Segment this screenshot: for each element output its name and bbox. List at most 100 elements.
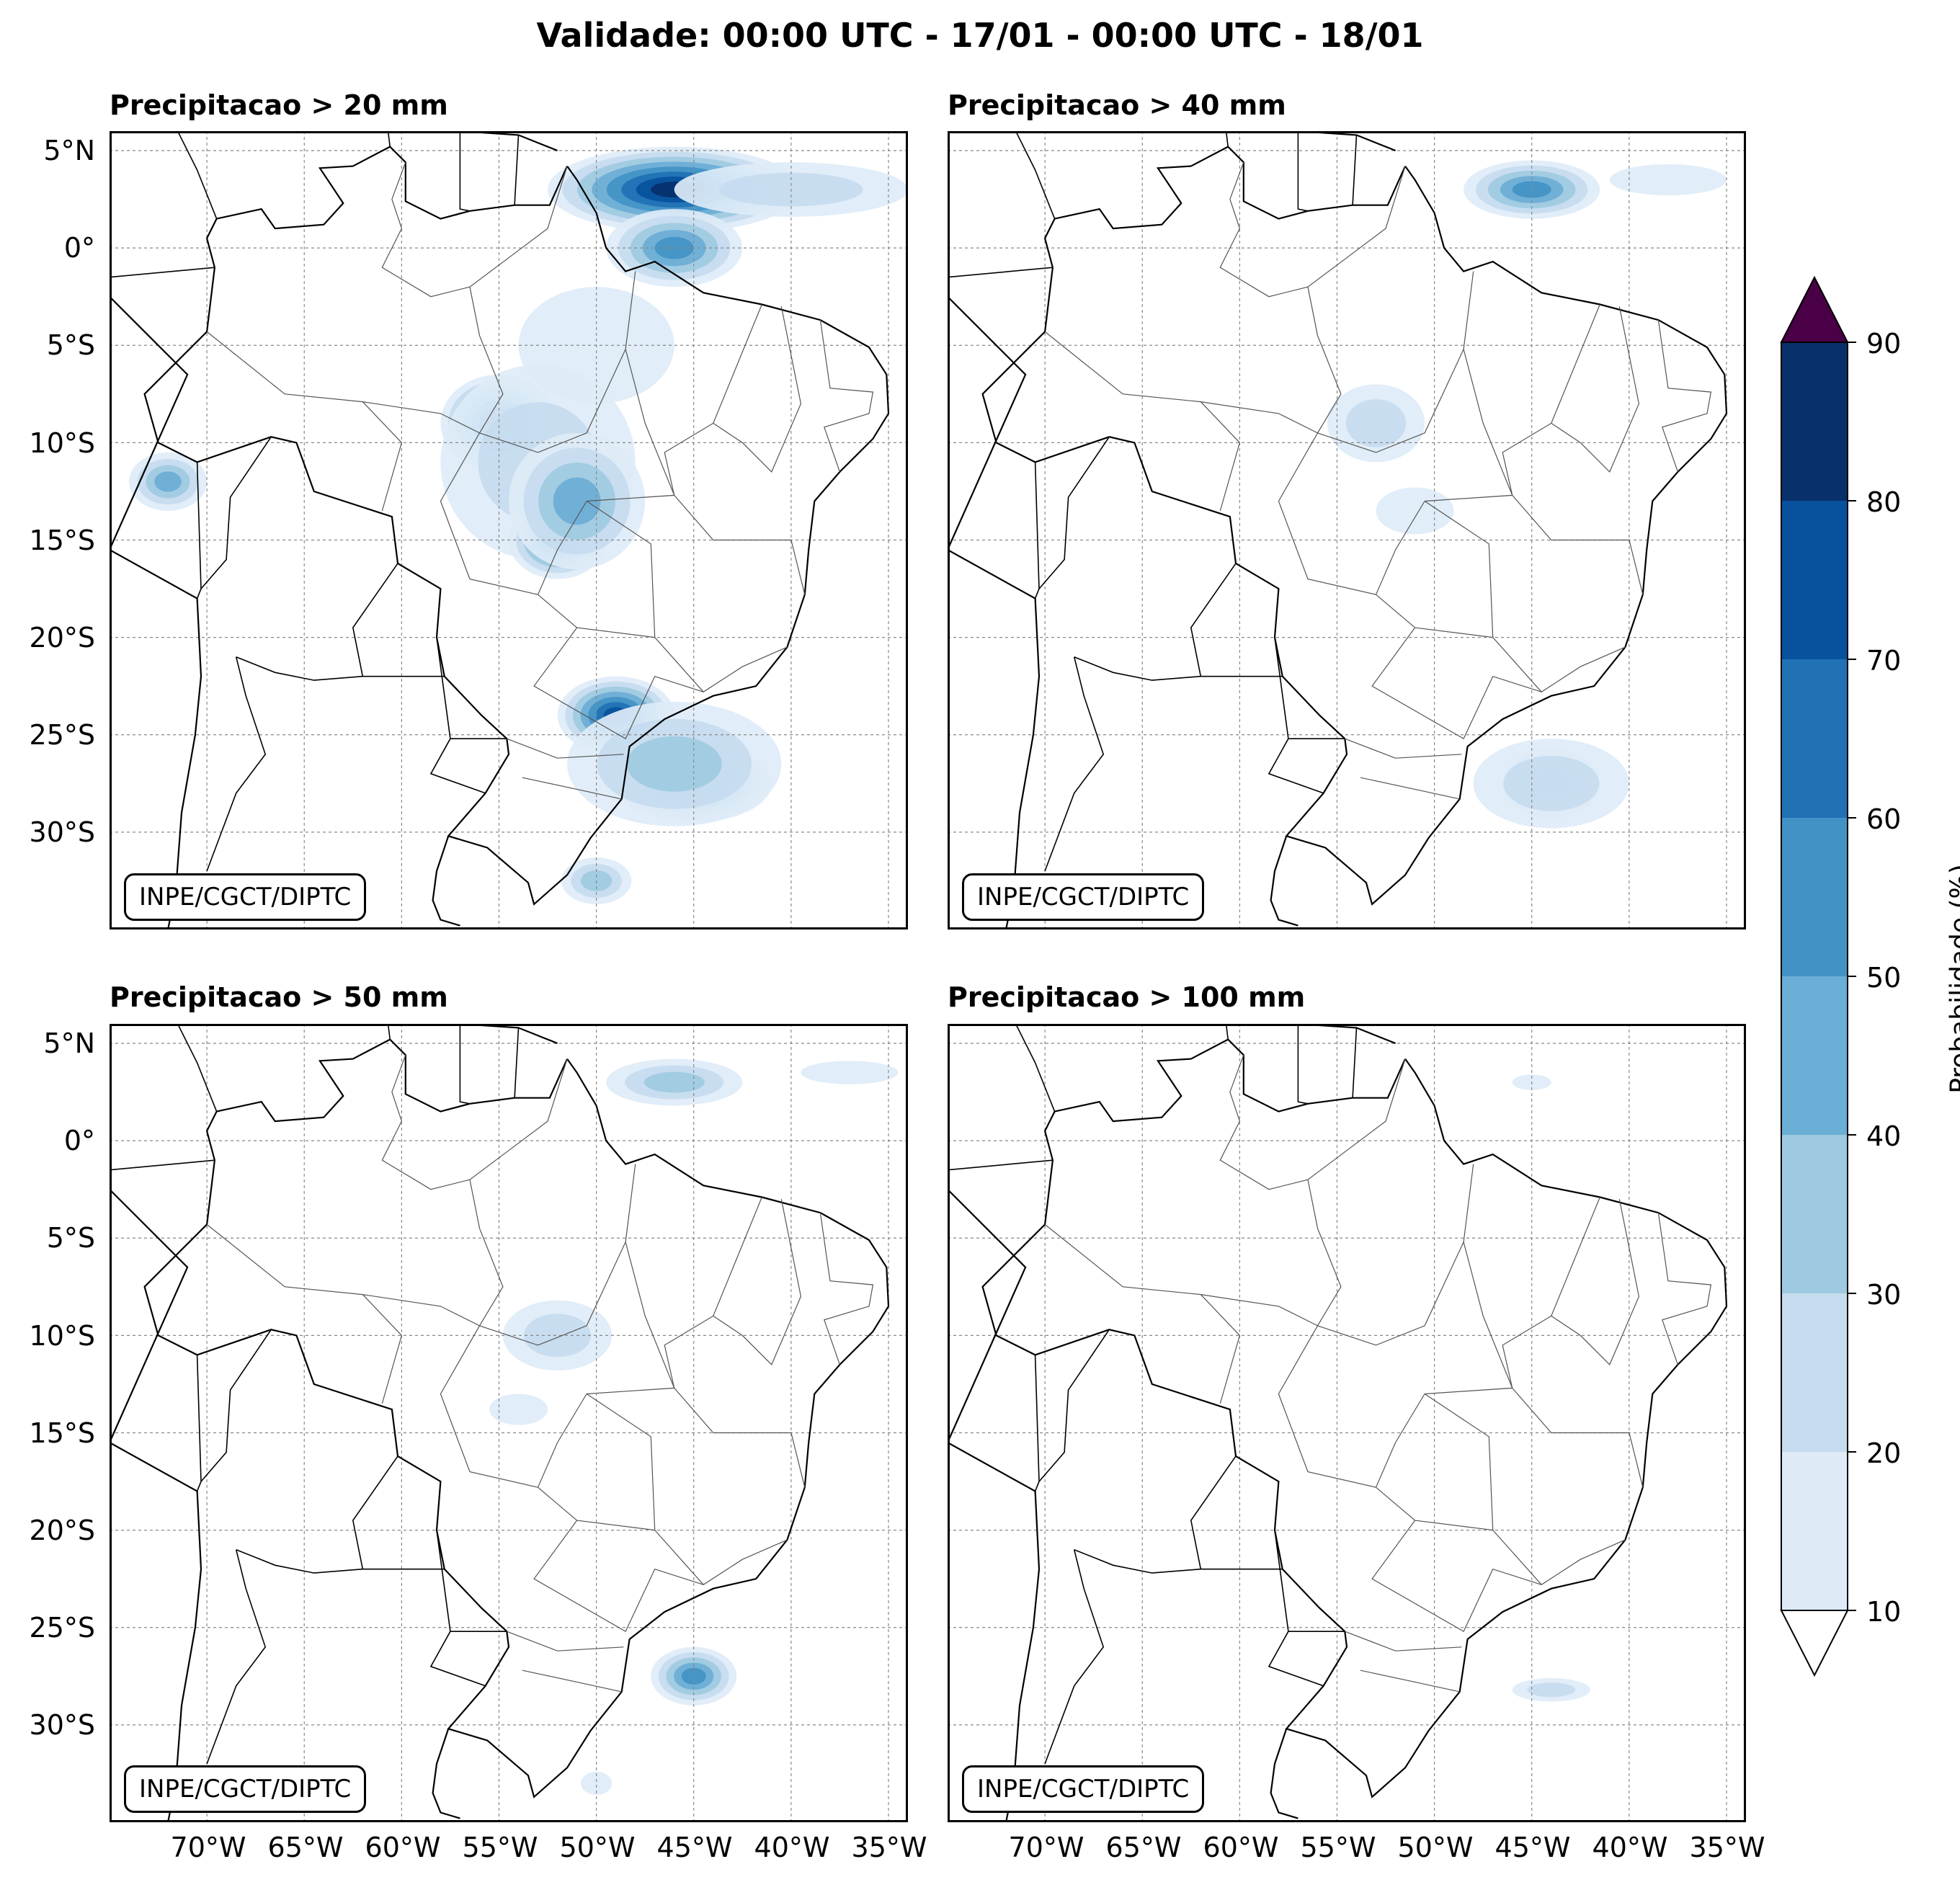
state-border bbox=[1512, 1388, 1644, 1488]
country-border bbox=[177, 1024, 218, 1112]
country-border bbox=[110, 1159, 215, 1171]
country-border bbox=[236, 656, 363, 681]
map-panel-100mm bbox=[948, 1024, 1746, 1822]
caribbean-coastline bbox=[1095, 131, 1396, 152]
lat-tick: 0° bbox=[63, 232, 95, 264]
country-border bbox=[459, 131, 471, 212]
state-border bbox=[479, 1164, 636, 1346]
brazil-border bbox=[981, 1038, 1728, 1798]
state-border bbox=[1512, 495, 1644, 595]
state-border bbox=[654, 1530, 788, 1586]
state-border bbox=[1425, 1241, 1513, 1395]
state-border bbox=[1219, 1054, 1406, 1190]
state-border bbox=[381, 161, 568, 298]
colorbar-segment bbox=[1781, 342, 1848, 501]
lon-tick: 45°W bbox=[1494, 1832, 1571, 1863]
state-border bbox=[507, 1631, 624, 1651]
state-border bbox=[1371, 1520, 1542, 1633]
credit-box: INPE/CGCT/DIPTC bbox=[962, 1765, 1205, 1813]
probability-contour bbox=[489, 1394, 548, 1425]
state-border bbox=[362, 401, 403, 512]
country-border bbox=[429, 1631, 486, 1687]
map-frame bbox=[110, 131, 908, 929]
state-border bbox=[664, 1197, 762, 1388]
lon-tick: 55°W bbox=[462, 1832, 538, 1863]
lat-tick: 5°N bbox=[43, 135, 95, 166]
state-border bbox=[1376, 501, 1494, 638]
country-border bbox=[200, 1329, 272, 1482]
state-border bbox=[522, 777, 622, 800]
probability-contour bbox=[801, 1061, 899, 1084]
credit-box: INPE/CGCT/DIPTC bbox=[124, 873, 367, 921]
brazil-border bbox=[143, 1038, 890, 1798]
country-border bbox=[1225, 131, 1229, 147]
country-border bbox=[459, 1024, 471, 1105]
map-background bbox=[948, 1024, 1746, 1822]
country-border bbox=[177, 131, 218, 219]
pacific-coastline bbox=[948, 295, 1041, 929]
panel-title-50mm: Precipitacao > 50 mm bbox=[110, 981, 448, 1013]
state-border bbox=[654, 637, 788, 693]
state-border bbox=[1200, 1294, 1241, 1404]
country-border bbox=[1268, 738, 1324, 794]
figure-title: Validade: 00:00 UTC - 17/01 - 00:00 UTC … bbox=[536, 16, 1424, 55]
lat-tick: 10°S bbox=[29, 427, 95, 459]
lon-tick: 60°W bbox=[1203, 1832, 1279, 1863]
credit-box: INPE/CGCT/DIPTC bbox=[124, 1765, 367, 1813]
river-plate-coastline bbox=[432, 1728, 460, 1819]
state-border bbox=[381, 1054, 568, 1190]
lon-tick: 40°W bbox=[754, 1832, 830, 1863]
lat-tick: 0° bbox=[63, 1125, 95, 1156]
state-border bbox=[362, 1294, 403, 1404]
map-frame bbox=[948, 1024, 1746, 1822]
colorbar-tick: 10 bbox=[1866, 1596, 1902, 1628]
state-border bbox=[1345, 738, 1462, 759]
state-border bbox=[1492, 637, 1626, 693]
probability-contour bbox=[580, 1771, 612, 1796]
map-panel-40mm bbox=[948, 131, 1746, 929]
caribbean-coastline bbox=[257, 131, 558, 152]
probability-contour bbox=[1345, 399, 1407, 447]
lon-tick: 35°W bbox=[851, 1832, 927, 1863]
pacific-coastline bbox=[948, 1188, 1041, 1822]
lon-tick: 65°W bbox=[267, 1832, 344, 1863]
lat-tick: 5°S bbox=[46, 1222, 95, 1254]
state-border bbox=[1278, 432, 1425, 595]
colorbar-label: Probabilidade (%) bbox=[1945, 864, 1960, 1094]
lat-tick: 5°N bbox=[43, 1027, 95, 1059]
state-border bbox=[1307, 1180, 1342, 1327]
probability-contour bbox=[523, 1314, 592, 1357]
map-panel-50mm bbox=[110, 1024, 908, 1822]
country-border bbox=[1352, 1027, 1358, 1098]
colorbar-tick: 40 bbox=[1866, 1120, 1902, 1152]
river-plate-coastline bbox=[1270, 1728, 1298, 1819]
state-border bbox=[819, 320, 874, 473]
country-border bbox=[514, 1027, 520, 1098]
country-border bbox=[1034, 1355, 1040, 1492]
probability-contour bbox=[1503, 756, 1600, 811]
state-border bbox=[533, 627, 704, 740]
lat-tick: 5°S bbox=[46, 329, 95, 361]
state-border bbox=[1551, 306, 1640, 473]
state-border bbox=[819, 1213, 874, 1365]
colorbar-tick: 70 bbox=[1866, 645, 1902, 677]
colorbar-tick: 90 bbox=[1866, 328, 1902, 360]
lon-tick: 70°W bbox=[170, 1832, 246, 1863]
country-border bbox=[1274, 637, 1345, 740]
lat-tick: 30°S bbox=[29, 816, 95, 848]
colorbar-segment bbox=[1781, 659, 1848, 818]
state-border bbox=[1200, 401, 1241, 512]
country-border bbox=[429, 738, 486, 794]
probability-contour bbox=[553, 477, 601, 525]
caribbean-coastline bbox=[1095, 1024, 1396, 1045]
state-border bbox=[533, 1520, 704, 1633]
brazil-border bbox=[143, 146, 890, 906]
state-border bbox=[1219, 161, 1406, 298]
colorbar-tick: 30 bbox=[1866, 1279, 1902, 1311]
lat-tick: 25°S bbox=[29, 719, 95, 751]
country-border bbox=[1044, 1549, 1105, 1765]
state-border bbox=[1360, 1669, 1460, 1693]
colorbar-over bbox=[1780, 275, 1849, 343]
state-border bbox=[440, 432, 587, 595]
colorbar-tick: 60 bbox=[1866, 803, 1902, 835]
